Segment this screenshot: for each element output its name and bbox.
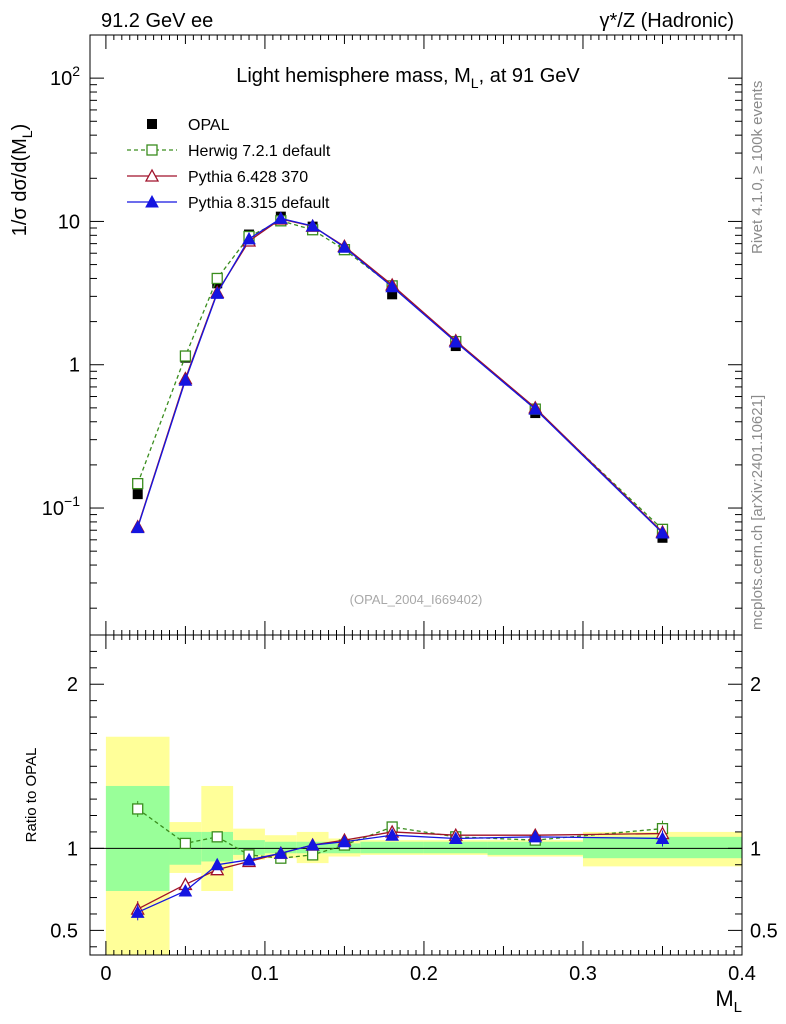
x-tick-label: 0.1 [251,963,279,985]
series-point-ratio [528,829,543,843]
series-point-main [179,350,192,362]
series-point-main [273,211,288,224]
series-0 [132,215,669,864]
series-line-main [137,218,663,533]
series-point-main [305,218,320,232]
energy-label: 91.2 GeV ee [101,10,213,32]
x-tick-label: 0.2 [410,963,438,985]
x-tick-label: 0.4 [728,963,756,985]
title-subscript: L [471,75,479,91]
series-point-main [211,272,223,285]
ratio-uncertainty-bands [105,736,742,955]
legend-label: OPAL [188,117,230,134]
series-point-main [130,520,145,534]
series-point-main [132,477,144,490]
series-point-ratio [242,852,256,866]
stat-uncertainty-band [360,841,424,854]
legend-marker [147,119,157,129]
series-point-main [385,279,399,293]
rivet-version-label: Rivet 4.1.0, ≥ 100k events [749,81,766,254]
ylabel-suffix: ) [9,124,31,131]
series-point-ratio [130,905,145,918]
ratio-tick-label-right: 1 [750,838,761,860]
ratio-tick-label-left: 2 [67,674,78,696]
ratio-tick-label-left: 1 [67,838,78,860]
data-series [130,211,670,921]
legend-label: Pythia 8.315 default [188,195,330,212]
series-point-main [210,286,225,299]
series-point-ratio [655,831,670,844]
y-tick-exponent: 2 [72,63,80,79]
legend-entry: Pythia 6.428 370 [127,168,308,186]
series-point-ratio [132,803,144,815]
ratio-tick-label-right: 0.5 [750,920,778,942]
y-tick-label: 10 [58,211,80,233]
y-tick-label: 102 [50,63,80,90]
legend-entry: OPAL [147,117,230,134]
x-tick-label: 0 [100,963,111,985]
series-opal [132,211,668,543]
legend-marker [146,144,158,156]
process-label: γ*/Z (Hadronic) [600,10,734,32]
chart-title: Light hemisphere mass, ML, at 91 GeV [236,65,580,91]
stat-uncertainty-band [233,840,265,855]
ratio-plot-frame [89,634,743,956]
opal-data-point [387,289,398,300]
legend-entry: Herwig 7.2.1 default [127,143,331,160]
series-point-ratio [211,831,223,843]
legend-entry: Pythia 8.315 default [127,194,330,212]
series-point-ratio [448,831,463,844]
legend-marker [144,168,160,182]
y-tick-label: 1 [69,355,80,377]
series-point-main [178,373,193,386]
xlabel-subscript: L [734,999,742,1016]
ratio-tick-label-right: 2 [750,674,761,696]
y-axis-label: 1/σ dσ/d(ML) [9,124,35,237]
series-point-main [528,402,543,415]
series-point-ratio [179,837,192,850]
opal-data-point [132,489,143,500]
series-point-main [448,334,463,348]
series-point-ratio [305,838,320,851]
ylabel-subscript: L [19,130,35,138]
series-point-ratio [210,857,225,871]
ratio-tick-label-left: 0.5 [50,920,78,942]
series-point-main [242,231,256,245]
series-line-main [137,217,663,534]
series-point-ratio [178,883,193,897]
series-point-main [655,525,670,539]
axes: 0 0.1 0.2 0.3 0.4 10−1 1 10 102 0.5 0.5 1 1 2 2 [42,34,778,985]
ratio-axis-label: Ratio to OPAL [23,748,40,843]
title-suffix: , at 91 GeV [479,65,581,87]
x-tick-label: 0.3 [569,963,597,985]
stat-uncertainty-band [582,836,742,859]
series-line-main [137,220,663,530]
y-tick-exponent: −1 [64,493,80,509]
legend-label: Herwig 7.2.1 default [188,143,331,160]
mcplots-reference-label: mcplots.cern.ch [arXiv:2401.10621] [749,395,766,630]
legend-label: Pythia 6.428 370 [188,169,308,186]
y-tick-label: 10−1 [42,493,80,520]
series-point-main [337,240,352,253]
series-2 [130,211,670,921]
series-point-ratio [273,846,288,859]
analysis-id: (OPAL_2004_I669402) [350,592,483,607]
series-point-ratio [337,834,352,848]
stat-uncertainty-band [423,841,488,854]
series-point-ratio [385,828,399,841]
legend: OPAL Herwig 7.2.1 default Pythia 6.428 370… [127,117,331,212]
x-axis-label: ML [715,986,742,1016]
series-point-ratio [306,849,319,861]
legend-marker [145,194,159,208]
